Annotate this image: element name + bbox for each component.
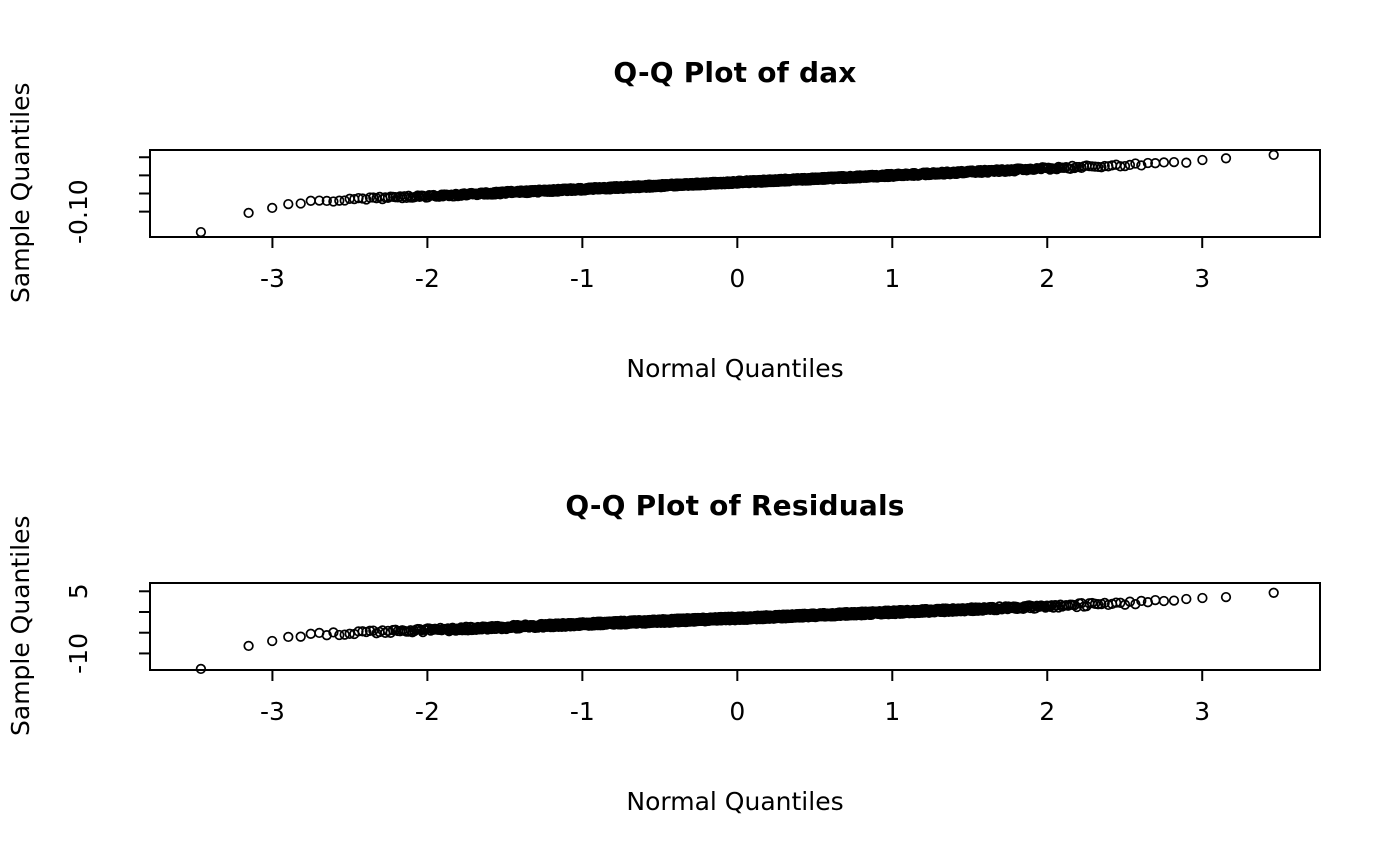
y-tick-label: 5	[64, 583, 93, 599]
x-tick-label: 3	[1194, 697, 1210, 726]
x-tick-label: 2	[1039, 697, 1055, 726]
chart-title-dax: Q-Q Plot of dax	[613, 56, 857, 89]
x-tick-label: 0	[729, 264, 745, 293]
x-tick-label: -2	[415, 697, 440, 726]
qq-points	[195, 587, 1279, 675]
qq-plot-residuals-figure: Q-Q Plot of Residuals Sample Quantiles -…	[0, 433, 1400, 866]
x-axis: -3 -2 -1 0 1 2 3	[260, 237, 1210, 293]
x-axis-title-residuals: Normal Quantiles	[626, 787, 844, 816]
y-axis: -0.10	[64, 156, 150, 244]
x-tick-label: 1	[884, 697, 900, 726]
plot-box	[149, 582, 1321, 671]
plot-area-residuals: -3 -2 -1 0 1 2 35-10	[64, 582, 1321, 726]
x-tick-label: -3	[260, 697, 285, 726]
y-tick-label: -10	[64, 633, 93, 674]
y-tick-label: -0.10	[64, 179, 93, 244]
x-tick-label: -1	[570, 697, 595, 726]
x-tick-label: 2	[1039, 264, 1055, 293]
plot-area-dax: -3 -2 -1 0 1 2 3 -0.10	[64, 149, 1321, 293]
qq-plot-dax-figure: Q-Q Plot of dax Sample Quantiles -3 -2 -1 0…	[6, 56, 1321, 383]
y-axis: 5 -10	[64, 583, 150, 674]
x-tick-label: 0	[729, 697, 745, 726]
qq-points	[195, 149, 1279, 238]
x-axis-title-dax: Normal Quantiles	[626, 354, 844, 383]
x-tick-label: -2	[415, 264, 440, 293]
x-tick-label: 1	[884, 264, 900, 293]
x-tick-label: 3	[1194, 264, 1210, 293]
x-tick-label: -3	[260, 264, 285, 293]
chart-title-residuals: Q-Q Plot of Residuals	[565, 489, 905, 522]
x-tick-label: -1	[570, 264, 595, 293]
x-axis: -3 -2 -1 0 1 2 3	[260, 670, 1210, 726]
